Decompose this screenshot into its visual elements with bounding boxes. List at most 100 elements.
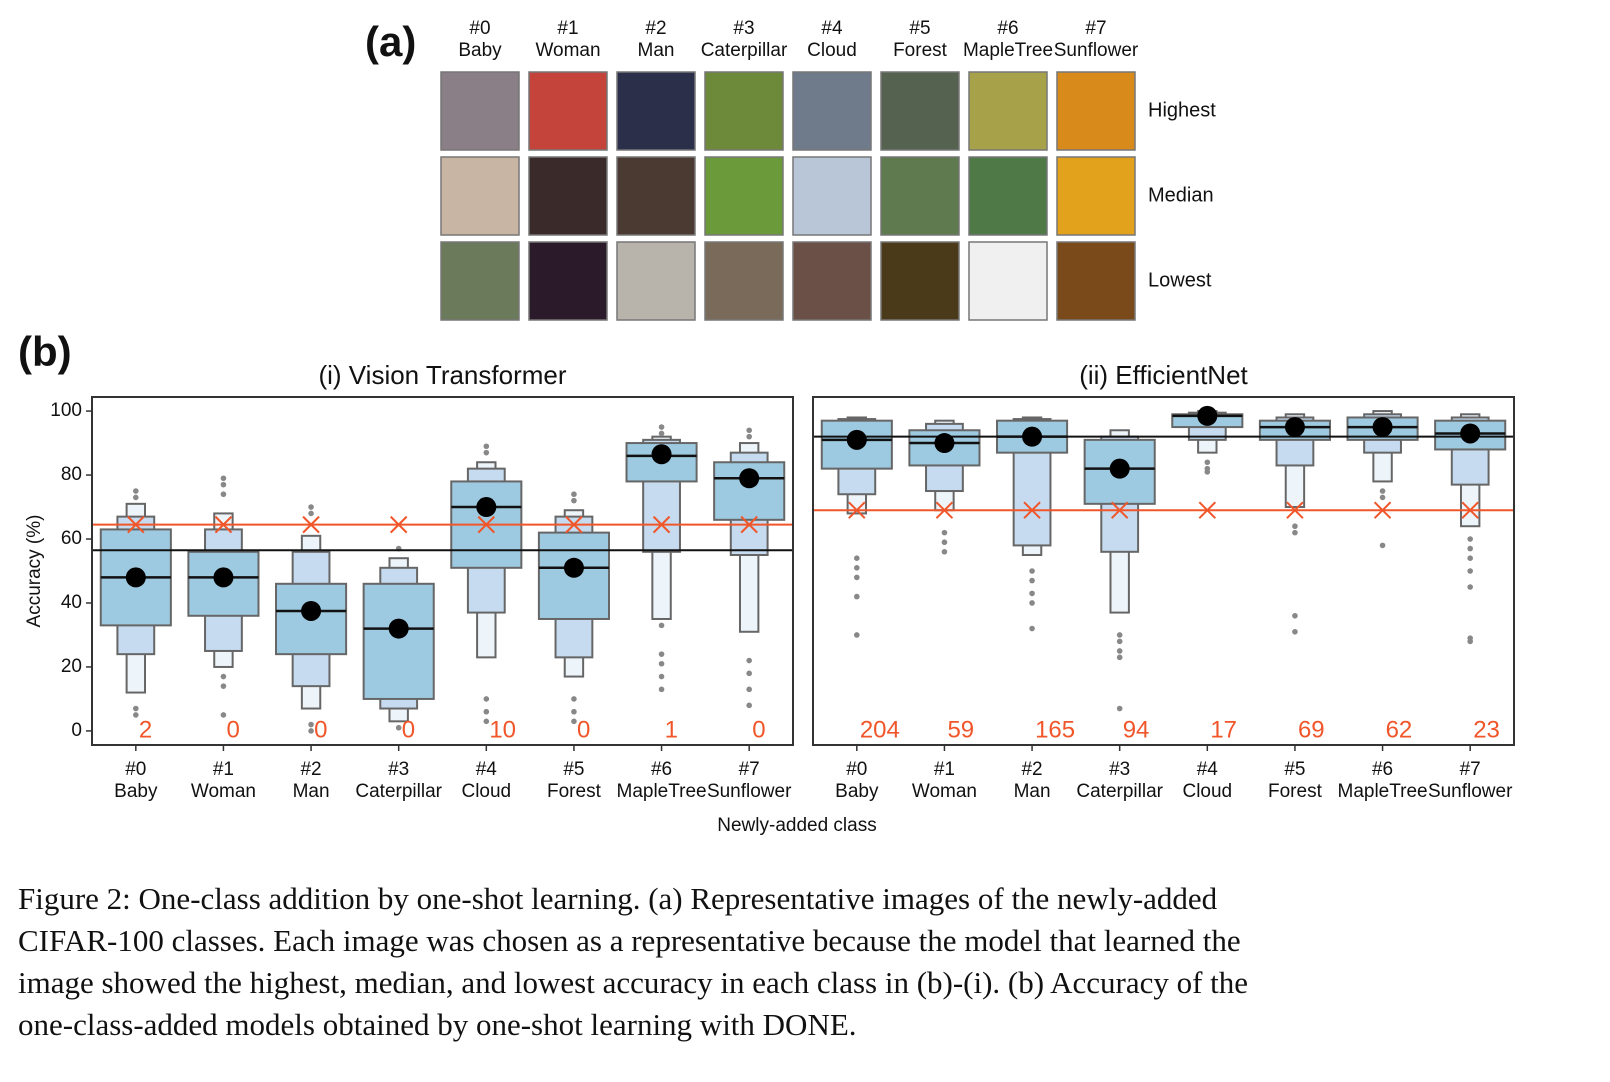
mean-dot <box>213 567 234 588</box>
count-label: 2 <box>139 716 152 743</box>
mean-dot <box>739 468 760 489</box>
outlier <box>1379 494 1386 501</box>
mean-dot <box>563 557 584 578</box>
y-tick-label: 80 <box>61 464 82 485</box>
outlier <box>658 424 665 430</box>
outlier <box>1467 568 1473 574</box>
class-id: #3 <box>733 18 754 39</box>
count-label: 204 <box>860 716 900 743</box>
outlier <box>746 686 752 693</box>
image-thumbnail <box>792 241 872 321</box>
x-tick-label: MapleTree <box>617 781 707 802</box>
cross-stroke <box>1461 501 1479 519</box>
mean-dot <box>301 600 322 621</box>
x-tick-label: #3 <box>1109 759 1130 780</box>
image-thumbnail <box>440 71 520 151</box>
count-label: 165 <box>1035 716 1075 743</box>
cross-marker <box>848 501 866 519</box>
mean-dot <box>1372 417 1393 438</box>
outlier <box>1467 555 1473 562</box>
cross-stroke <box>302 515 320 534</box>
x-tick-label: Sunflower <box>1428 781 1513 802</box>
image-thumbnail <box>880 241 960 321</box>
caption-line: one-class-added models obtained by one-s… <box>18 1007 857 1042</box>
outlier <box>746 670 752 677</box>
outlier <box>220 673 227 680</box>
caption-line: CIFAR-100 classes. Each image was chosen… <box>18 923 1241 958</box>
outlier <box>483 449 490 456</box>
panel-label: (a) <box>365 18 416 65</box>
x-tick-label: Caterpillar <box>355 781 442 802</box>
image-thumbnail <box>968 71 1048 151</box>
image-thumbnail <box>1056 71 1136 151</box>
cross-stroke <box>214 515 233 534</box>
image-thumbnail <box>528 241 608 321</box>
count-label: 0 <box>577 716 590 743</box>
image-thumbnail <box>792 71 872 151</box>
count-label: 0 <box>752 716 765 743</box>
class-id: #4 <box>821 18 843 39</box>
y-tick-label: 40 <box>61 592 82 613</box>
outlier <box>941 529 948 536</box>
outlier <box>1467 584 1473 590</box>
outlier <box>941 549 948 555</box>
class-name: Forest <box>893 40 948 61</box>
outlier <box>1467 545 1473 552</box>
outlier <box>854 555 860 562</box>
cross-marker <box>1461 501 1479 519</box>
x-axis-label: Newly-added class <box>717 815 876 836</box>
class-id: #1 <box>557 18 578 39</box>
class-id: #5 <box>909 18 930 39</box>
y-tick-label: 60 <box>61 528 82 549</box>
count-label: 59 <box>947 716 974 743</box>
image-thumbnail <box>704 156 784 236</box>
image-thumbnail <box>616 241 696 321</box>
cross-marker <box>389 515 408 534</box>
x-tick-label: #3 <box>388 759 409 780</box>
x-tick-label: #1 <box>934 759 955 780</box>
outlier <box>658 430 665 437</box>
chart-title: (i) Vision Transformer <box>318 360 566 390</box>
x-tick-label: Woman <box>191 781 256 802</box>
mean-dot <box>476 497 497 518</box>
mean-dot <box>1460 423 1481 444</box>
image-thumbnail <box>792 156 872 236</box>
count-label: 1 <box>665 716 678 743</box>
cross-marker <box>477 515 496 534</box>
image-thumbnail <box>880 156 960 236</box>
mean-dot <box>388 618 409 639</box>
row-label: Highest <box>1148 99 1216 121</box>
outlier <box>571 491 577 498</box>
outlier <box>1204 459 1211 466</box>
outlier <box>308 510 314 517</box>
mean-dot <box>846 429 867 450</box>
cross-marker <box>1286 501 1304 519</box>
image-thumbnail <box>616 156 696 236</box>
x-tick-label: Baby <box>835 781 879 802</box>
outlier <box>1029 577 1035 584</box>
mean-dot <box>1284 417 1305 438</box>
y-tick-label: 0 <box>71 720 82 741</box>
x-tick-label: #0 <box>125 759 146 780</box>
cross-stroke <box>477 515 496 534</box>
x-tick-label: Cloud <box>461 781 511 802</box>
image-thumbnail <box>1056 241 1136 321</box>
cross-marker <box>214 515 233 534</box>
image-thumbnail <box>880 71 960 151</box>
outlier <box>854 632 860 638</box>
outlier <box>746 702 752 709</box>
outlier <box>1029 600 1035 606</box>
outlier <box>1116 705 1123 712</box>
x-tick-label: Caterpillar <box>1076 781 1163 802</box>
cross-marker <box>1110 501 1129 519</box>
chart-title: (ii) EfficientNet <box>1079 360 1248 390</box>
x-tick-label: #1 <box>213 759 234 780</box>
cross-stroke <box>1023 501 1041 519</box>
cross-marker <box>1023 501 1041 519</box>
outlier <box>1292 523 1298 530</box>
y-axis-label: Accuracy (%) <box>24 515 45 628</box>
count-label: 0 <box>314 716 327 743</box>
outlier <box>658 686 665 693</box>
x-tick-label: Forest <box>547 781 602 802</box>
